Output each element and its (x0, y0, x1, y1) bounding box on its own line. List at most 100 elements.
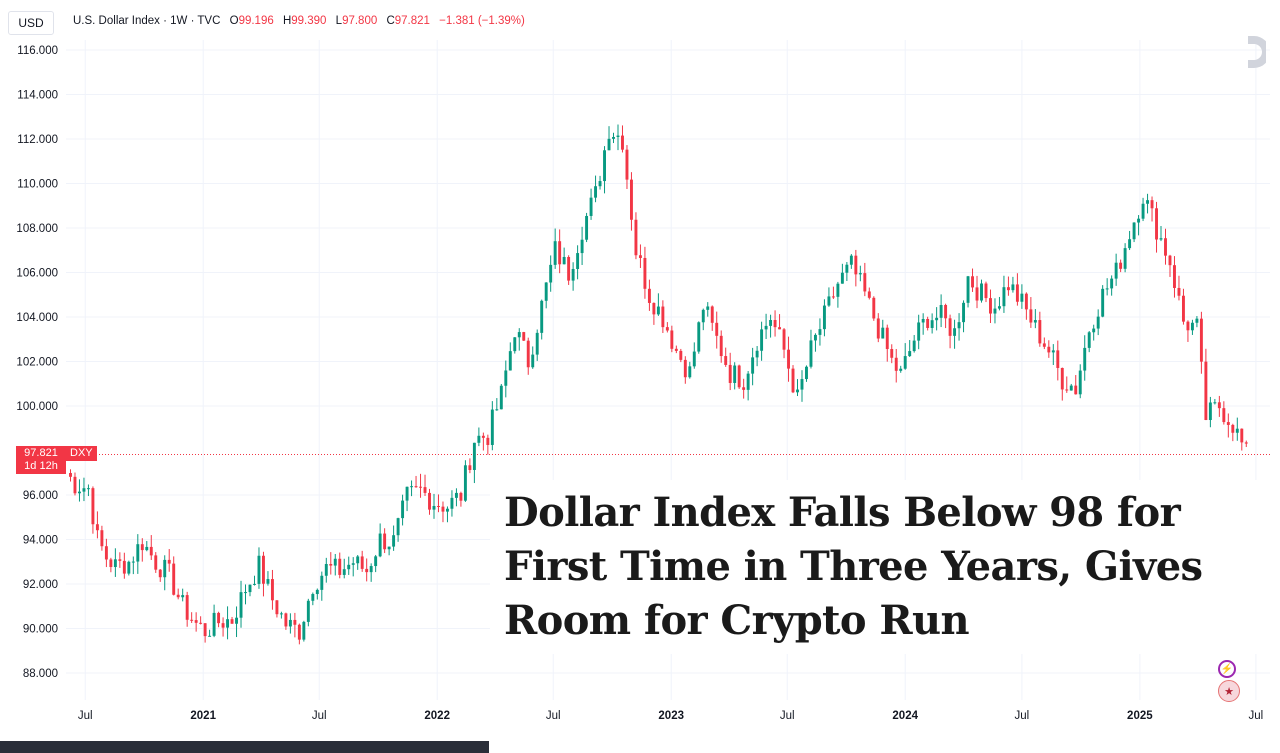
candle-body[interactable] (78, 491, 81, 494)
candle-body[interactable] (419, 486, 422, 488)
candle-body[interactable] (962, 302, 966, 323)
candle-body[interactable] (1006, 287, 1010, 291)
candle-body[interactable] (73, 476, 77, 494)
candle-body[interactable] (410, 486, 414, 488)
candle-body[interactable] (1159, 238, 1163, 240)
candle-body[interactable] (989, 298, 992, 314)
candle-body[interactable] (1123, 248, 1127, 269)
candle-body[interactable] (701, 309, 705, 323)
candle-body[interactable] (603, 150, 606, 182)
candle-body[interactable] (526, 340, 530, 368)
candle-body[interactable] (908, 351, 912, 357)
candle-body[interactable] (235, 617, 238, 624)
candle-body[interactable] (903, 356, 907, 369)
candle-body[interactable] (953, 328, 957, 336)
candle-body[interactable] (800, 379, 804, 390)
candle-body[interactable] (1235, 428, 1239, 433)
candle-body[interactable] (652, 302, 656, 315)
candle-body[interactable] (769, 320, 773, 326)
candle-body[interactable] (383, 533, 387, 550)
candle-body[interactable] (266, 579, 270, 584)
candle-body[interactable] (1222, 408, 1226, 423)
candle-body[interactable] (522, 332, 526, 341)
candle-body[interactable] (302, 621, 306, 640)
candle-body[interactable] (643, 257, 647, 289)
candle-body[interactable] (858, 273, 862, 275)
candle-body[interactable] (257, 555, 261, 584)
candle-body[interactable] (899, 368, 903, 371)
candle-body[interactable] (1217, 402, 1221, 409)
candle-body[interactable] (306, 600, 310, 622)
candle-body[interactable] (944, 304, 948, 319)
candle-body[interactable] (203, 623, 207, 637)
candle-body[interactable] (1173, 265, 1176, 288)
candle-body[interactable] (262, 555, 265, 584)
candle-body[interactable] (495, 409, 499, 411)
candle-body[interactable] (957, 322, 961, 329)
candle-body[interactable] (513, 337, 517, 352)
candle-body[interactable] (1083, 347, 1087, 371)
candle-body[interactable] (486, 437, 490, 445)
candle-body[interactable] (297, 624, 301, 640)
candle-body[interactable] (926, 318, 930, 328)
candle-body[interactable] (1015, 284, 1019, 302)
candle-body[interactable] (1105, 288, 1109, 290)
candle-body[interactable] (1164, 238, 1167, 256)
candle-body[interactable] (867, 291, 871, 298)
candle-body[interactable] (1204, 361, 1208, 421)
candle-body[interactable] (1002, 287, 1006, 307)
candle-body[interactable] (885, 327, 889, 350)
candle-body[interactable] (100, 530, 104, 547)
candle-body[interactable] (459, 492, 463, 501)
candle-body[interactable] (719, 335, 723, 357)
candle-body[interactable] (463, 465, 467, 501)
candle-body[interactable] (948, 318, 952, 336)
candle-body[interactable] (423, 487, 427, 493)
candle-body[interactable] (329, 563, 333, 566)
candle-body[interactable] (688, 366, 692, 378)
candle-body[interactable] (311, 594, 315, 601)
candle-body[interactable] (760, 329, 764, 351)
candle-body[interactable] (127, 561, 131, 574)
candle-body[interactable] (360, 556, 364, 569)
candle-body[interactable] (840, 272, 844, 284)
candle-body[interactable] (91, 488, 95, 525)
candles[interactable] (69, 124, 1248, 645)
candle-body[interactable] (980, 283, 983, 301)
candle-body[interactable] (1065, 389, 1069, 391)
candle-body[interactable] (1137, 218, 1141, 223)
candle-body[interactable] (1047, 346, 1051, 353)
candle-body[interactable] (585, 215, 589, 240)
candle-body[interactable] (580, 239, 584, 254)
candle-body[interactable] (1208, 402, 1212, 421)
candle-body[interactable] (437, 505, 440, 507)
candle-body[interactable] (468, 465, 472, 470)
candle-body[interactable] (737, 365, 741, 388)
candle-body[interactable] (674, 348, 678, 351)
candle-body[interactable] (715, 322, 719, 336)
candle-body[interactable] (845, 264, 849, 273)
candle-body[interactable] (984, 283, 988, 299)
currency-selector[interactable]: USD (8, 11, 54, 35)
candle-body[interactable] (697, 322, 701, 352)
candle-body[interactable] (773, 320, 777, 328)
tradingview-logo-icon[interactable] (1244, 32, 1266, 72)
candle-body[interactable] (571, 268, 575, 281)
candle-body[interactable] (82, 488, 86, 492)
candle-body[interactable] (890, 349, 894, 358)
candle-body[interactable] (270, 579, 274, 601)
candle-body[interactable] (935, 317, 939, 321)
candle-body[interactable] (1011, 284, 1015, 291)
candle-body[interactable] (1038, 320, 1042, 344)
candle-body[interactable] (849, 255, 853, 265)
candle-body[interactable] (1069, 385, 1073, 391)
candle-body[interactable] (315, 589, 319, 595)
candle-body[interactable] (158, 569, 162, 578)
candle-body[interactable] (194, 620, 198, 623)
candle-body[interactable] (939, 304, 943, 318)
candle-body[interactable] (625, 149, 629, 180)
candle-body[interactable] (1128, 239, 1132, 249)
candle-body[interactable] (616, 135, 620, 137)
candle-body[interactable] (387, 546, 391, 550)
candle-body[interactable] (576, 253, 580, 269)
